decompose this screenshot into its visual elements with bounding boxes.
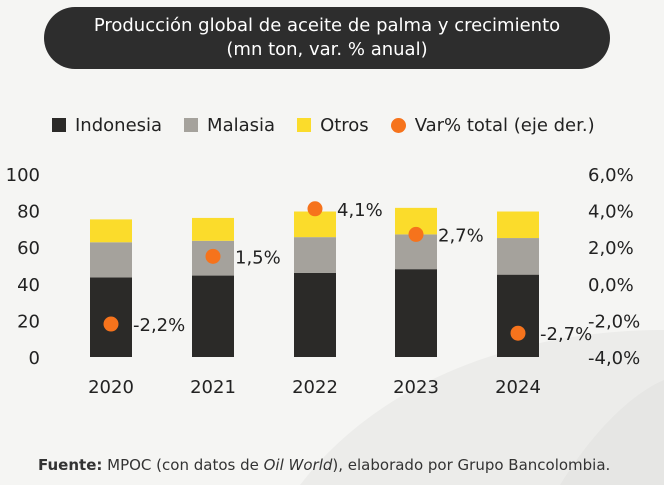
right-axis-tick-label: 6,0% [588,165,634,186]
x-axis-tick-label: 2023 [393,377,439,398]
right-axis-tick-label: 2,0% [588,238,634,259]
left-axis-tick-label: 20 [17,311,40,332]
var-total-point [510,325,526,341]
var-total-point [408,226,424,242]
bar-segment-malasia [497,238,539,275]
legend-item-var-total: Var% total (eje der.) [390,114,595,136]
source-footer: Fuente: MPOC (con datos de Oil World), e… [38,456,610,474]
var-total-data-label: 1,5% [235,247,281,268]
footer-text-post: ), elaborado por Grupo Bancolombia. [332,456,611,474]
right-axis-tick-label: 4,0% [588,202,634,223]
legend-swatch-otros [297,118,312,132]
var-total-data-label: 4,1% [337,200,383,221]
legend-item-otros: Otros [297,115,369,136]
x-axis-tick-label: 2024 [495,377,541,398]
chart-subtitle: (mn ton, var. % anual) [226,39,428,60]
footer-text-pre: MPOC (con datos de [102,456,264,474]
bar-segment-otros [497,211,539,239]
footer-text-italic: Oil World [263,456,333,474]
bar-segment-indonesia [395,269,437,357]
var-total-point [103,316,119,332]
legend-label-var-total: Var% total (eje der.) [414,114,595,136]
chart-title: Producción global de aceite de palma y c… [93,15,561,36]
legend-item-indonesia: Indonesia [52,115,162,136]
bar-segment-indonesia [294,272,336,357]
legend-label-otros: Otros [320,114,369,136]
right-axis-tick-label: 0,0% [588,275,634,296]
var-total-data-label: -2,2% [133,315,185,336]
chart-title-box: Producción global de aceite de palma y c… [44,7,610,69]
bar-segment-indonesia [192,275,234,357]
right-axis-tick-label: -4,0% [588,348,640,369]
var-total-point [205,248,221,264]
bar-segment-otros [90,219,132,243]
x-axis-tick-label: 2020 [88,377,134,398]
left-axis-tick-label: 60 [17,238,40,259]
legend-swatch-malasia [184,118,199,132]
var-total-data-label: 2,7% [438,225,484,246]
bar-segment-malasia [294,237,336,273]
x-axis-tick-label: 2022 [292,377,338,398]
left-axis-tick-label: 40 [17,275,40,296]
left-axis-tick-label: 80 [17,202,40,223]
legend-dot-var-total [390,117,406,133]
bar-segment-malasia [90,242,132,278]
bar-segment-otros [192,217,234,241]
left-axis-tick-label: 100 [6,165,40,186]
x-axis-tick-label: 2021 [190,377,236,398]
footer-label: Fuente: [38,456,103,474]
right-axis-tick-label: -2,0% [588,311,640,332]
legend-label-malasia: Malasia [207,114,276,136]
legend-swatch-indonesia [52,118,66,132]
legend-item-malasia: Malasia [184,115,275,136]
left-axis-tick-label: 0 [29,348,40,369]
var-total-point [307,201,323,217]
var-total-data-label: -2,7% [540,324,592,345]
legend-label-indonesia: Indonesia [75,114,163,136]
legend: Indonesia Malasia Otros Var% total (eje … [52,112,617,138]
bar-segment-indonesia [497,274,539,357]
